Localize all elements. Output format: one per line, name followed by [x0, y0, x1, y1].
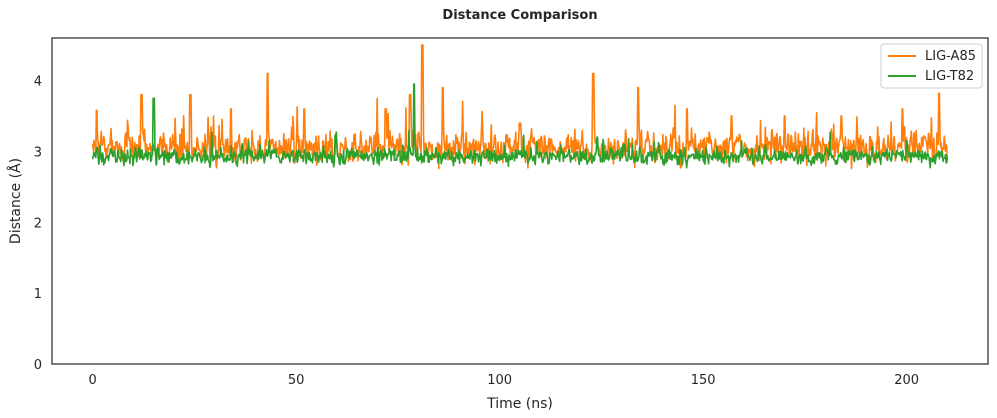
series-line-lig-a85	[91, 44, 949, 170]
x-tick-label: 200	[894, 373, 919, 388]
y-tick-label: 1	[34, 287, 42, 302]
series-layer	[91, 44, 949, 170]
x-tick-label: 150	[691, 373, 716, 388]
y-tick-label: 3	[34, 145, 42, 160]
y-tick-label: 2	[34, 216, 42, 231]
x-tick-label: 50	[288, 373, 305, 388]
y-axis-label: Distance (Å)	[7, 158, 24, 244]
y-axis-ticks: 0 1 2 3 4	[34, 75, 42, 373]
x-axis-ticks: 0 50 100 150 200	[89, 373, 919, 388]
series-line-lig-t82	[91, 83, 949, 169]
y-tick-label: 4	[34, 75, 42, 90]
chart-title: Distance Comparison	[442, 8, 597, 23]
x-tick-label: 100	[487, 373, 512, 388]
x-axis-label: Time (ns)	[486, 396, 553, 412]
y-tick-label: 0	[34, 358, 42, 373]
legend-label-lig-t82: LIG-T82	[925, 69, 974, 84]
plot-area	[51, 37, 989, 365]
legend: LIG-A85 LIG-T82	[880, 43, 983, 89]
x-tick-label: 0	[89, 373, 97, 388]
legend-label-lig-a85: LIG-A85	[925, 49, 976, 64]
